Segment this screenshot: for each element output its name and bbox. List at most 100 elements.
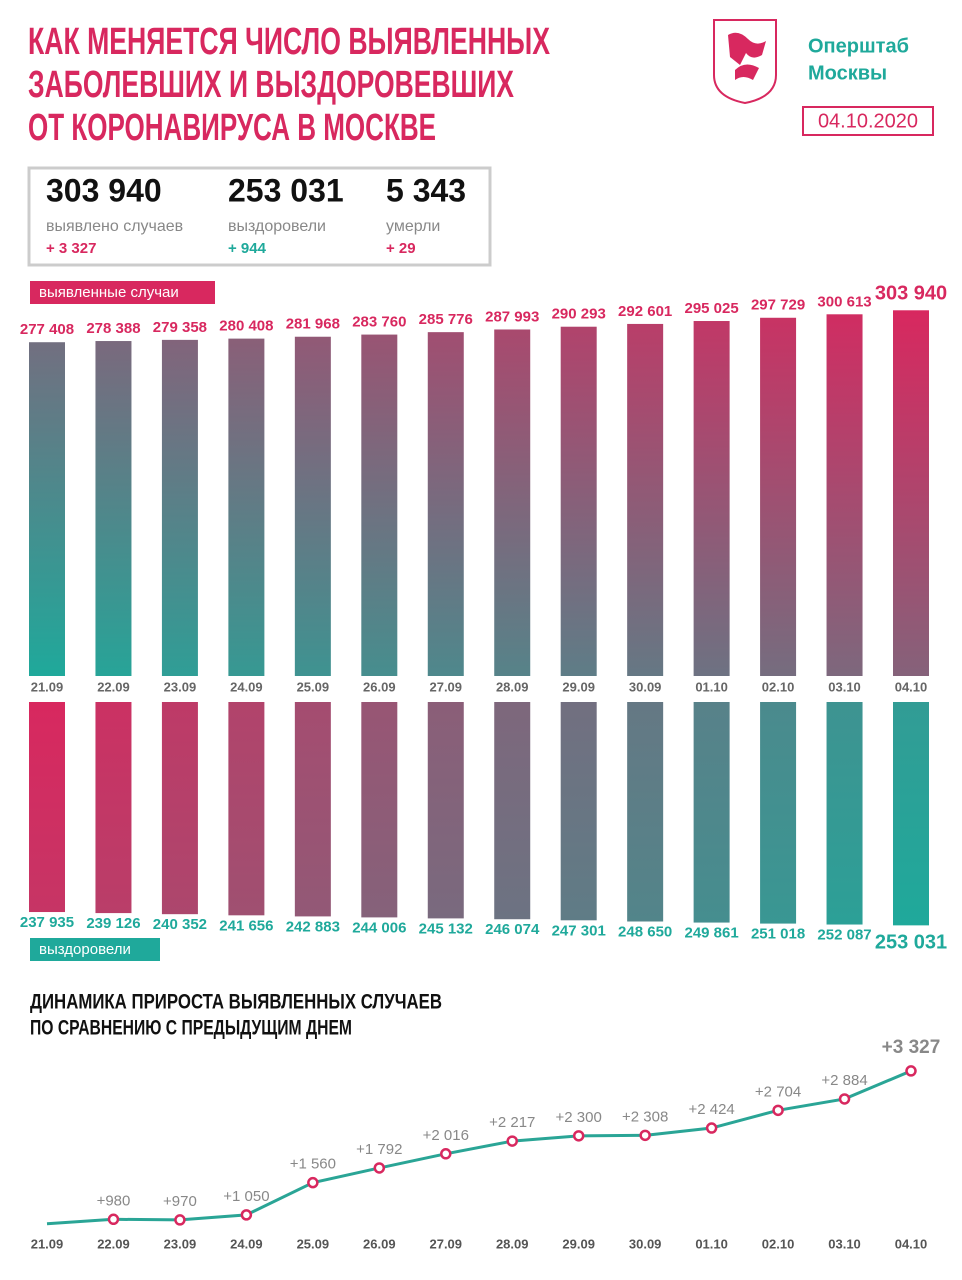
value-label: 247 301	[552, 922, 606, 939]
bar	[627, 702, 664, 922]
bar	[826, 314, 863, 676]
x-tick-label: 29.09	[562, 1236, 595, 1251]
bar	[361, 702, 398, 918]
value-label: 252 087	[817, 927, 871, 944]
value-label: 249 861	[684, 925, 738, 942]
value-label: 239 126	[86, 915, 140, 932]
value-label: 246 074	[485, 921, 540, 938]
value-label: 290 293	[552, 306, 606, 323]
bar	[95, 702, 132, 914]
bar	[294, 336, 331, 676]
value-label: 292 601	[618, 303, 672, 320]
bar	[760, 317, 797, 676]
x-tick-label: 22.09	[97, 679, 130, 694]
bar	[427, 332, 464, 676]
bar	[427, 702, 464, 919]
legend-label: выздоровели	[39, 941, 131, 958]
x-tick-label: 04.10	[895, 679, 928, 694]
x-tick-label: 03.10	[828, 1236, 861, 1251]
title-line: ОТ КОРОНАВИРУСА В МОСКВЕ	[28, 107, 436, 149]
marker	[373, 1162, 386, 1174]
marker	[639, 1129, 651, 1142]
x-tick-label: 28.09	[496, 1236, 529, 1251]
value-label: 251 018	[751, 926, 805, 943]
value-label: 245 132	[419, 920, 473, 937]
stat-label: выявлено случаев	[46, 218, 183, 235]
stat-label: выздоровели	[228, 218, 326, 235]
x-tick-label: 22.09	[97, 1236, 130, 1251]
x-tick-label: 25.09	[297, 1236, 330, 1251]
x-tick-label: 02.10	[762, 679, 795, 694]
value-label: 248 650	[618, 923, 672, 940]
bar	[228, 338, 265, 676]
bar	[826, 702, 863, 925]
value-label: 297 729	[751, 297, 805, 314]
value-label: +3 327	[882, 1037, 941, 1058]
x-tick-label: 27.09	[429, 1236, 462, 1251]
x-tick-label: 01.10	[695, 1236, 728, 1251]
value-label: 287 993	[485, 308, 539, 325]
value-label: +2 016	[423, 1127, 469, 1144]
marker	[307, 1176, 319, 1189]
value-label: 244 006	[352, 919, 406, 936]
bar	[693, 321, 730, 676]
x-tick-label: 30.09	[629, 679, 662, 694]
marker	[838, 1093, 851, 1105]
marker	[240, 1209, 253, 1221]
logo	[713, 19, 777, 105]
marker	[705, 1122, 718, 1134]
value-label: 295 025	[684, 300, 738, 317]
x-tick-label: 23.09	[164, 1236, 197, 1251]
value-label: 283 760	[352, 314, 406, 331]
bar	[228, 702, 265, 916]
x-tick-label: 01.10	[695, 679, 728, 694]
value-label: +2 884	[821, 1072, 867, 1089]
marker	[107, 1213, 120, 1226]
x-tick-label: 02.10	[762, 1236, 795, 1251]
bar	[161, 339, 198, 676]
legend-swatch	[30, 281, 215, 304]
value-label: 237 935	[20, 914, 74, 931]
bar	[560, 326, 597, 676]
value-label: +1 050	[223, 1188, 269, 1205]
legend-swatch	[30, 938, 160, 961]
bar	[29, 342, 65, 676]
x-tick-label: 21.09	[31, 679, 64, 694]
stat-value: 303 940	[46, 172, 162, 208]
value-label: +2 300	[556, 1109, 602, 1126]
legend-label: выявленные случаи	[39, 284, 179, 301]
value-label: 240 352	[153, 916, 207, 933]
value-label: +2 217	[489, 1114, 535, 1131]
bar	[693, 702, 730, 923]
marker	[174, 1214, 186, 1226]
stat-delta: + 3 327	[46, 240, 96, 257]
date: 04.10.2020	[818, 110, 918, 132]
value-label: +1 560	[290, 1156, 336, 1173]
bar	[294, 702, 331, 917]
marker	[772, 1104, 784, 1117]
value-label: 242 883	[286, 918, 340, 935]
bar	[893, 702, 929, 926]
value-label: +2 308	[622, 1108, 668, 1125]
value-label: 278 388	[86, 320, 140, 337]
stats-box	[27, 166, 492, 267]
value-label: 285 776	[419, 311, 473, 328]
marker	[572, 1130, 585, 1142]
stat-delta: + 29	[386, 240, 416, 257]
bar	[760, 702, 797, 924]
value-label: 303 940	[875, 283, 947, 305]
value-label: +2 704	[755, 1083, 801, 1100]
x-tick-label: 03.10	[828, 679, 861, 694]
stat-value: 253 031	[228, 172, 344, 208]
logo-text: Москвы	[808, 62, 887, 84]
bar	[893, 310, 929, 676]
bar	[494, 702, 531, 920]
stat-delta: + 944	[228, 240, 267, 257]
bar	[560, 702, 597, 921]
x-tick-label: 23.09	[164, 679, 197, 694]
line	[46, 1069, 912, 1226]
x-tick-label: 04.10	[895, 1236, 928, 1251]
bar	[627, 323, 664, 676]
value-label: 253 031	[875, 932, 947, 954]
